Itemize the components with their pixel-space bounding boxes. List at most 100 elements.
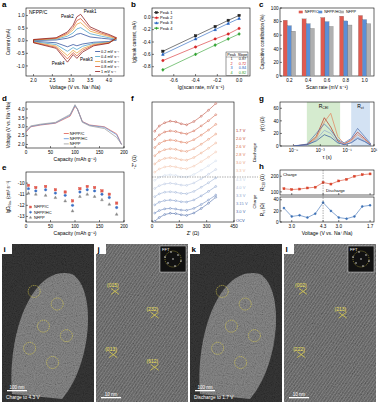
lattice-marker — [339, 312, 347, 318]
data-point — [158, 134, 160, 136]
y-tick-label: 0 — [276, 74, 279, 79]
data-point — [346, 218, 348, 220]
plot-frame — [26, 172, 124, 222]
series-label: 4.3 V — [236, 177, 246, 182]
data-point — [44, 185, 46, 187]
bar — [329, 26, 333, 76]
data-point — [215, 160, 217, 162]
data-point — [215, 142, 217, 144]
data-point — [169, 174, 171, 176]
data-point — [154, 139, 156, 141]
image-caption: Discharge to 1.7 V — [194, 395, 234, 400]
x-tick — [291, 193, 292, 195]
series-label: 3.0 V — [236, 209, 246, 214]
fft-spot — [174, 265, 175, 266]
bar — [358, 15, 362, 76]
data-point — [175, 174, 177, 176]
data-point — [208, 190, 210, 192]
lattice-marker — [151, 364, 159, 370]
data-point — [314, 213, 316, 215]
data-point — [200, 161, 202, 163]
y-tick — [280, 199, 282, 200]
series-label: 3.3 V — [236, 168, 246, 173]
y-tick — [280, 176, 282, 177]
data-point — [169, 120, 171, 122]
data-point — [158, 160, 160, 162]
legend-label: NFPP/HC — [324, 10, 341, 14]
divider — [152, 177, 258, 178]
y-axis-label: Current (mA) — [6, 28, 11, 55]
y-tick — [280, 21, 282, 22]
table-header: Slope — [238, 53, 248, 57]
y-axis-label: Capacitive contribution (%) — [260, 14, 265, 69]
table-cell: 0.72 — [239, 62, 246, 66]
table-cell: 0.84 — [239, 66, 246, 70]
image-caption: Charge to 4.3 V — [6, 395, 40, 400]
data-point — [86, 185, 88, 187]
y-tick-label: 100 — [271, 190, 279, 195]
region-label: Rct — [357, 103, 363, 110]
data-point — [186, 193, 188, 195]
fft-inset — [160, 246, 186, 272]
y-tick — [280, 133, 282, 134]
data-point — [164, 200, 166, 202]
panel-letter: c — [259, 0, 264, 9]
data-point — [154, 196, 156, 198]
x-tick — [52, 74, 53, 76]
lattice-marker — [299, 288, 307, 294]
data-point — [115, 213, 118, 216]
data-point — [200, 204, 202, 206]
data-point — [200, 178, 202, 180]
x-tick — [370, 220, 371, 222]
plot-frame — [152, 102, 234, 222]
series-label: 2.8 V — [236, 152, 246, 157]
data-point — [162, 68, 165, 71]
y-tick-label: 0.0 — [18, 38, 25, 43]
x-tick — [99, 146, 100, 148]
data-point — [162, 53, 165, 56]
data-point — [208, 120, 210, 122]
particle — [199, 273, 276, 399]
panel-letter: a — [2, 0, 7, 9]
data-point — [115, 206, 117, 208]
data-point — [164, 122, 166, 124]
data-point — [180, 214, 182, 216]
data-point — [158, 217, 160, 219]
y-tick — [280, 8, 282, 9]
bar — [363, 20, 367, 76]
x-tick-label: 0 — [25, 150, 28, 155]
data-point — [101, 198, 104, 201]
lattice-label: (015) — [107, 282, 119, 288]
data-point — [200, 125, 202, 127]
data-point — [164, 191, 166, 193]
data-point — [175, 121, 177, 123]
y-tick — [280, 48, 282, 49]
lattice-label: (612) — [147, 358, 159, 364]
y-tick-label: 0 — [276, 144, 279, 149]
data-point — [101, 193, 103, 195]
highlight-circle — [212, 342, 224, 354]
data-point — [238, 27, 240, 29]
highlight-circle — [28, 285, 40, 297]
x-tick-label: -0.2 — [213, 78, 221, 83]
data-point — [154, 130, 156, 132]
data-point — [194, 35, 196, 37]
y-tick — [26, 135, 28, 136]
data-point — [193, 165, 195, 167]
legend-label: NFPP — [346, 10, 357, 14]
y-tick-label: -13 — [18, 214, 25, 219]
highlight-circle — [216, 285, 228, 297]
y-tick — [280, 120, 282, 121]
x-tick — [75, 220, 76, 222]
y-axis-label: RCEI (Ω) — [260, 174, 266, 191]
x-tick-label: 0.2 — [286, 78, 293, 83]
data-point — [175, 191, 177, 193]
y-tick — [26, 216, 28, 217]
y-tick-label: 60 — [273, 33, 279, 38]
data-point — [93, 190, 95, 192]
x-tick-label: 3.0 — [68, 78, 75, 83]
data-point — [200, 186, 202, 188]
tem-image — [190, 244, 282, 402]
y-tick-label: 4.0 — [18, 107, 25, 112]
x-tick — [99, 220, 100, 222]
